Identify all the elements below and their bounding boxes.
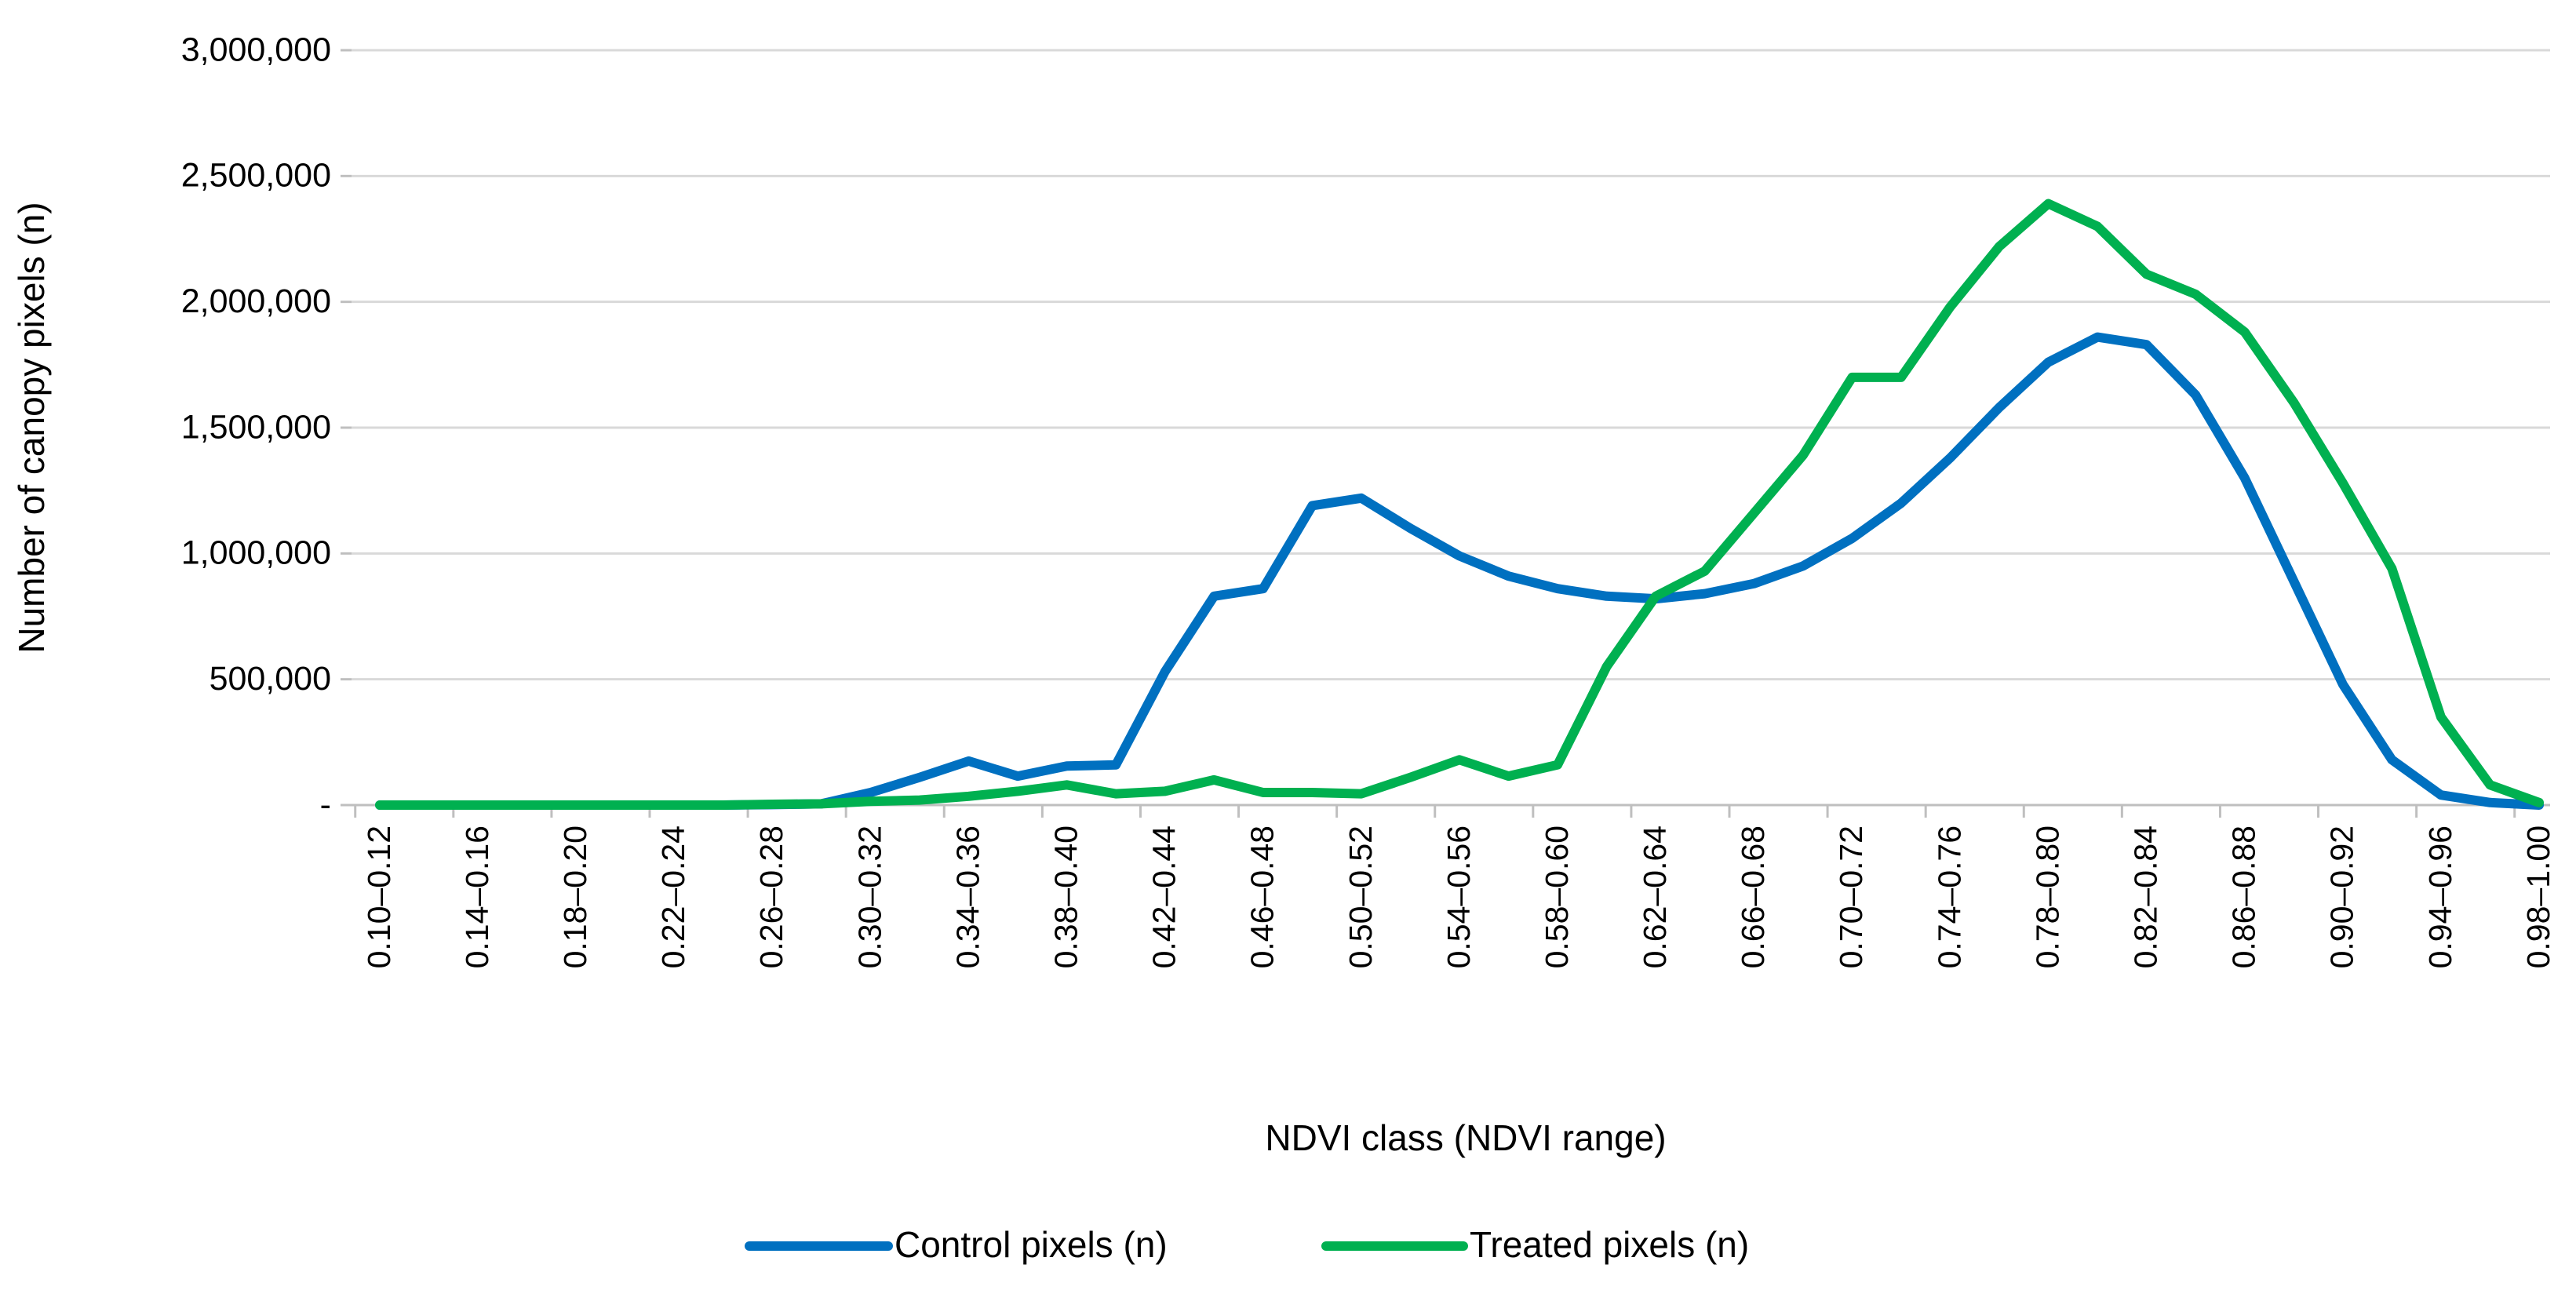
x-axis-ticks: 0.10–0.12 0.14–0.16 0.18–0.20 0.22–0.24 0.26…	[361, 825, 2556, 968]
x-tick-label: 0.34–0.36	[949, 825, 986, 968]
x-tick-label: 0.58–0.60	[1539, 825, 1575, 968]
x-tick-label: 0.38–0.40	[1048, 825, 1084, 968]
series-line-treated	[375, 199, 2544, 810]
x-tick-label: 0.90–0.92	[2324, 825, 2360, 968]
x-tick-label: 0.18–0.20	[557, 825, 593, 968]
x-tick-label: 0.30–0.32	[851, 825, 887, 968]
legend: Control pixels (n) Treated pixels (n)	[745, 1224, 1749, 1265]
x-tick-label: 0.66–0.68	[1735, 825, 1771, 968]
x-tick-label: 0.82–0.84	[2128, 825, 2164, 968]
gridlines	[341, 49, 2550, 807]
x-tick-label: 0.78–0.80	[2029, 825, 2065, 968]
y-tick-label: 3,000,000	[181, 31, 331, 68]
y-tick-label: 1,500,000	[181, 408, 331, 446]
x-tick-label: 0.46–0.48	[1244, 825, 1281, 968]
x-axis-title: NDVI class (NDVI range)	[1265, 1117, 1666, 1158]
y-axis-title: Number of canopy pixels (n)	[11, 202, 52, 653]
x-tick-label: 0.94–0.96	[2422, 825, 2458, 968]
x-tick-label: 0.14–0.16	[459, 825, 495, 968]
series-line-control	[375, 332, 2544, 810]
y-tick-label: 2,000,000	[181, 282, 331, 320]
series-lines	[375, 199, 2544, 810]
x-tick-label: 0.54–0.56	[1441, 825, 1477, 968]
y-tick-label: -	[320, 785, 331, 823]
x-tick-label: 0.10–0.12	[361, 825, 397, 968]
x-tick-label: 0.50–0.52	[1343, 825, 1379, 968]
y-tick-label: 500,000	[210, 660, 331, 698]
x-tick-label: 0.42–0.44	[1146, 825, 1182, 968]
x-tick-label: 0.86–0.88	[2226, 825, 2262, 968]
x-tick-label: 0.26–0.28	[753, 825, 789, 968]
x-tick-label: 0.74–0.76	[1931, 825, 1967, 968]
x-tick-label: 0.62–0.64	[1637, 825, 1673, 968]
y-tick-label: 2,500,000	[181, 157, 331, 195]
y-axis-ticks: - 500,000 1,000,000 1,500,000 2,000,000 2,500…	[181, 31, 331, 823]
x-axis-tickmarks	[354, 805, 2516, 818]
x-tick-label: 0.22–0.24	[655, 825, 691, 968]
legend-label-control: Control pixels (n)	[894, 1224, 1168, 1265]
y-tick-label: 1,000,000	[181, 534, 331, 572]
x-tick-label: 0.70–0.72	[1833, 825, 1869, 968]
x-tick-label: 0.98–1.00	[2520, 825, 2556, 968]
legend-label-treated: Treated pixels (n)	[1470, 1224, 1749, 1265]
